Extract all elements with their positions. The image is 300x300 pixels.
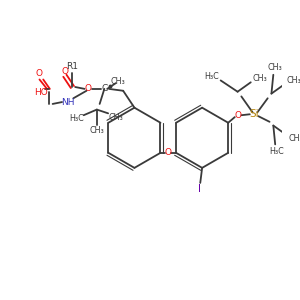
Text: HO: HO xyxy=(34,88,48,97)
Text: I: I xyxy=(198,184,201,194)
Text: R1: R1 xyxy=(66,62,78,71)
Text: O: O xyxy=(234,111,241,120)
Text: O: O xyxy=(85,84,92,93)
Text: CH₃: CH₃ xyxy=(108,112,123,122)
Text: O: O xyxy=(61,67,68,76)
Text: H₃C: H₃C xyxy=(69,115,83,124)
Text: Si: Si xyxy=(250,109,259,119)
Text: NH: NH xyxy=(61,98,74,106)
Text: O: O xyxy=(165,148,172,157)
Text: CH₃: CH₃ xyxy=(289,134,300,143)
Text: C: C xyxy=(101,84,107,93)
Text: CH₃: CH₃ xyxy=(110,77,125,86)
Text: H₃C: H₃C xyxy=(270,147,284,156)
Text: CH₃: CH₃ xyxy=(89,126,104,135)
Text: CH₃: CH₃ xyxy=(268,63,283,72)
Text: CH₃: CH₃ xyxy=(253,74,268,83)
Text: O: O xyxy=(36,69,43,78)
Text: H₃C: H₃C xyxy=(204,72,219,81)
Text: CH₃: CH₃ xyxy=(286,76,300,85)
